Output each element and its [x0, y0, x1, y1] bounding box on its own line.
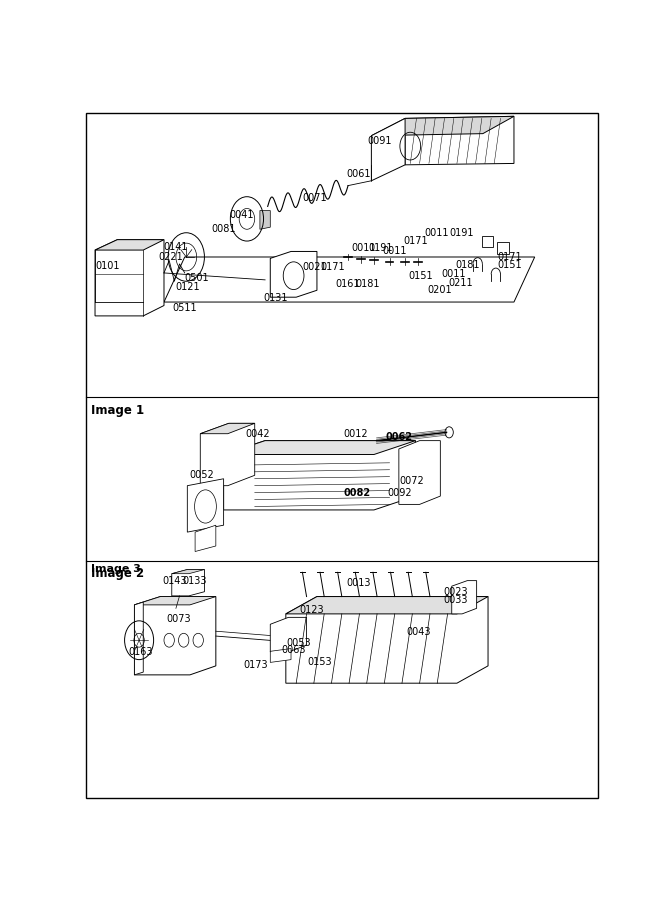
Text: 0161: 0161	[336, 279, 361, 289]
Text: 0023: 0023	[444, 587, 468, 597]
Text: 0061: 0061	[346, 169, 371, 179]
Text: 0123: 0123	[300, 605, 324, 615]
Text: Image 2: Image 2	[92, 568, 145, 580]
Polygon shape	[371, 119, 405, 181]
Text: 0013: 0013	[346, 578, 371, 588]
Text: 0041: 0041	[229, 211, 254, 220]
Text: 0101: 0101	[96, 261, 120, 271]
Text: 0121: 0121	[175, 282, 199, 292]
Text: 0221: 0221	[159, 252, 183, 262]
Text: 0021: 0021	[302, 262, 327, 272]
Text: 0011: 0011	[441, 269, 466, 279]
Polygon shape	[270, 649, 291, 662]
Text: Image 3: Image 3	[92, 564, 141, 574]
Polygon shape	[286, 597, 488, 614]
Text: 0163: 0163	[128, 647, 153, 657]
Text: 0151: 0151	[498, 260, 522, 270]
Text: 0181: 0181	[355, 279, 380, 289]
Text: 0133: 0133	[183, 576, 207, 586]
Polygon shape	[164, 257, 535, 302]
Text: 0211: 0211	[449, 277, 474, 288]
Text: 0033: 0033	[444, 595, 468, 605]
Polygon shape	[286, 597, 488, 683]
Text: 0082: 0082	[343, 489, 371, 499]
Polygon shape	[200, 423, 255, 486]
Text: 0092: 0092	[387, 489, 412, 499]
Polygon shape	[270, 251, 317, 297]
Text: 0091: 0091	[367, 136, 391, 146]
Polygon shape	[95, 239, 164, 316]
Text: 0173: 0173	[244, 661, 268, 670]
Text: 0063: 0063	[282, 645, 306, 655]
Polygon shape	[399, 441, 440, 504]
Bar	[482, 236, 493, 247]
Text: 0011: 0011	[424, 228, 448, 238]
Text: 0501: 0501	[185, 273, 209, 283]
Polygon shape	[134, 597, 216, 675]
Polygon shape	[95, 239, 164, 250]
Text: 0011: 0011	[351, 243, 376, 253]
Text: 0191: 0191	[368, 243, 393, 253]
Text: 0043: 0043	[407, 627, 432, 637]
Polygon shape	[452, 580, 476, 614]
Polygon shape	[134, 597, 216, 605]
Polygon shape	[200, 423, 255, 434]
Text: 0052: 0052	[189, 471, 214, 481]
Polygon shape	[172, 570, 205, 596]
Polygon shape	[134, 602, 143, 675]
Text: 0053: 0053	[286, 638, 311, 648]
Polygon shape	[371, 116, 514, 136]
Text: 0143: 0143	[162, 576, 187, 586]
Polygon shape	[172, 570, 205, 573]
Text: 0131: 0131	[263, 292, 288, 303]
Text: 0042: 0042	[245, 428, 270, 438]
Text: 0081: 0081	[211, 223, 236, 234]
Polygon shape	[195, 526, 216, 552]
Polygon shape	[405, 116, 514, 165]
Text: 0181: 0181	[455, 260, 480, 270]
Text: 0011: 0011	[383, 247, 407, 256]
Text: 0151: 0151	[408, 272, 433, 282]
Polygon shape	[223, 441, 415, 454]
Text: 0012: 0012	[343, 428, 368, 438]
Text: 0071: 0071	[302, 194, 326, 203]
Polygon shape	[270, 617, 306, 652]
Text: 0073: 0073	[166, 615, 191, 625]
Text: 0511: 0511	[173, 302, 197, 312]
Text: 0191: 0191	[450, 228, 474, 238]
Text: 0171: 0171	[403, 236, 427, 246]
Polygon shape	[187, 479, 223, 532]
Text: 0072: 0072	[399, 476, 423, 486]
Text: 0201: 0201	[427, 284, 452, 294]
Text: 0171: 0171	[320, 262, 345, 272]
Text: 0171: 0171	[498, 252, 522, 262]
Text: 0153: 0153	[308, 657, 332, 668]
Text: Image 1: Image 1	[92, 404, 145, 417]
Bar	[497, 242, 509, 254]
Text: 0062: 0062	[385, 432, 412, 442]
Polygon shape	[260, 211, 270, 230]
Polygon shape	[223, 441, 415, 510]
Text: 0141: 0141	[164, 241, 188, 252]
